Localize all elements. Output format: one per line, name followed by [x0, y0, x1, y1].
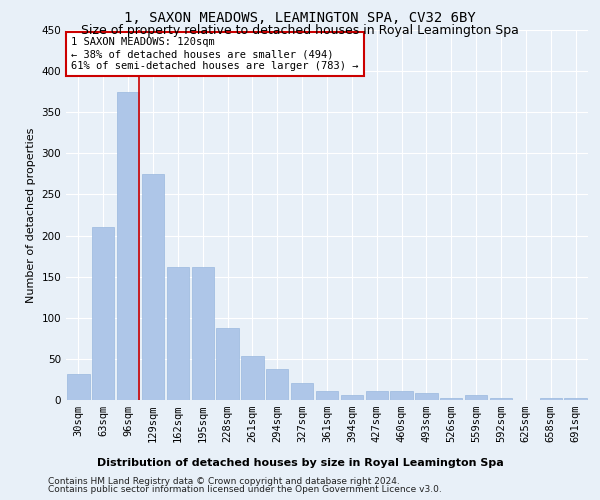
Bar	[565, 398, 587, 400]
Text: 1 SAXON MEADOWS: 120sqm
← 38% of detached houses are smaller (494)
61% of semi-d: 1 SAXON MEADOWS: 120sqm ← 38% of detache…	[71, 38, 359, 70]
Bar	[415, 392, 437, 400]
Bar	[67, 374, 89, 400]
Bar	[440, 398, 463, 400]
Bar	[465, 395, 487, 400]
Bar	[341, 395, 363, 400]
Text: Contains public sector information licensed under the Open Government Licence v3: Contains public sector information licen…	[48, 485, 442, 494]
Text: 1, SAXON MEADOWS, LEAMINGTON SPA, CV32 6BY: 1, SAXON MEADOWS, LEAMINGTON SPA, CV32 6…	[124, 11, 476, 25]
Bar	[117, 92, 139, 400]
Bar	[391, 391, 413, 400]
Bar	[490, 398, 512, 400]
Text: Size of property relative to detached houses in Royal Leamington Spa: Size of property relative to detached ho…	[81, 24, 519, 37]
Text: Contains HM Land Registry data © Crown copyright and database right 2024.: Contains HM Land Registry data © Crown c…	[48, 477, 400, 486]
Bar	[167, 267, 189, 400]
Bar	[142, 174, 164, 400]
Bar	[365, 391, 388, 400]
Bar	[241, 356, 263, 400]
Bar	[191, 267, 214, 400]
Bar	[217, 328, 239, 400]
Bar	[266, 369, 289, 400]
Bar	[92, 228, 115, 400]
Y-axis label: Number of detached properties: Number of detached properties	[26, 128, 36, 302]
Bar	[539, 398, 562, 400]
Text: Distribution of detached houses by size in Royal Leamington Spa: Distribution of detached houses by size …	[97, 458, 503, 468]
Bar	[316, 391, 338, 400]
Bar	[291, 382, 313, 400]
